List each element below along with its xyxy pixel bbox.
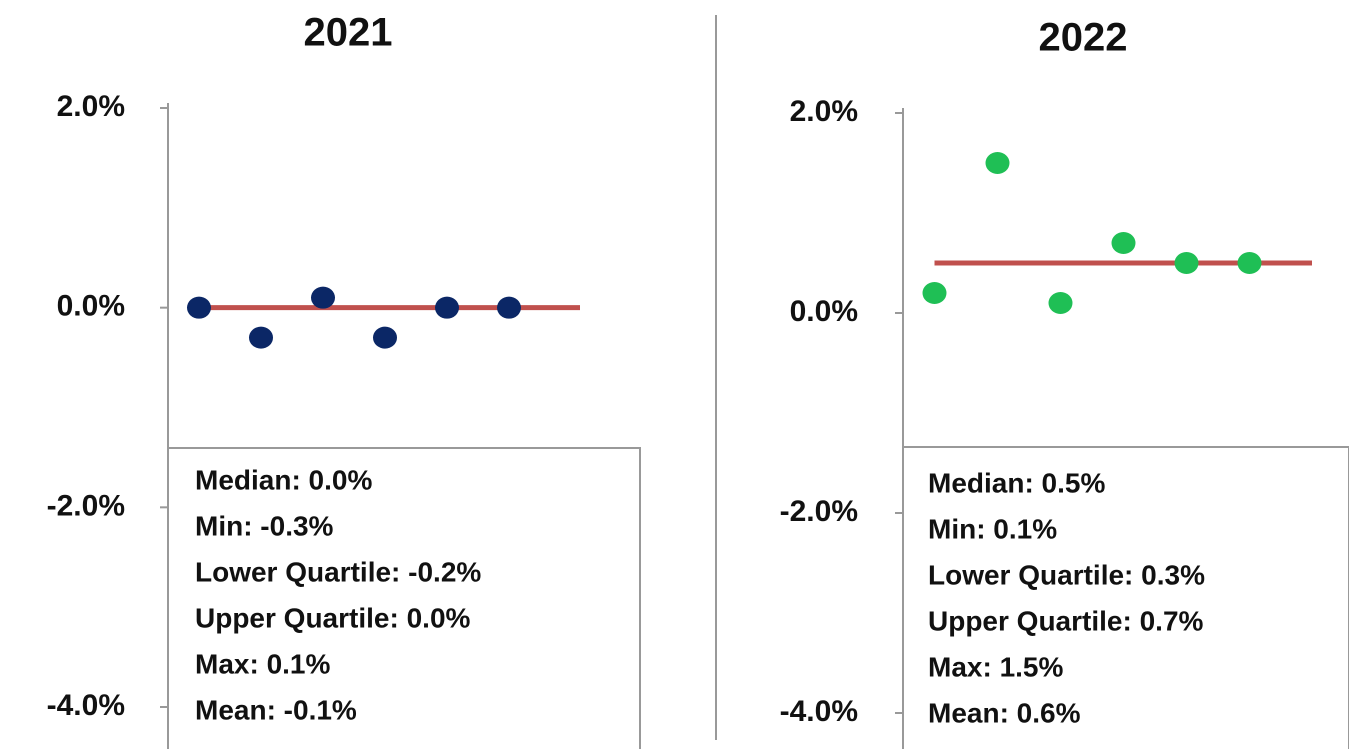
stats-box bbox=[167, 447, 641, 749]
stat-label: Mean: -0.1% bbox=[195, 694, 357, 725]
stat-label: Upper Quartile: 0.0% bbox=[195, 602, 471, 633]
dot bbox=[922, 282, 947, 304]
stat-label: Max: 1.5% bbox=[928, 651, 1063, 682]
dot bbox=[985, 152, 1010, 174]
chart-title: 2022 bbox=[1039, 16, 1128, 60]
stat-label: Min: -0.3% bbox=[195, 510, 334, 541]
stat-label: Median: 0.0% bbox=[195, 464, 372, 495]
chart-title: 2021 bbox=[304, 11, 393, 55]
y-tick-label: -2.0% bbox=[780, 495, 858, 528]
y-tick-label: -2.0% bbox=[47, 489, 125, 522]
stat-label: Max: 0.1% bbox=[195, 648, 330, 679]
stat-label: Lower Quartile: 0.3% bbox=[928, 559, 1205, 590]
dot bbox=[1111, 232, 1136, 254]
dot bbox=[187, 296, 211, 319]
y-tick-label: 0.0% bbox=[57, 290, 125, 323]
stat-label: Min: 0.1% bbox=[928, 513, 1057, 544]
dot bbox=[497, 296, 521, 319]
dot bbox=[1174, 252, 1199, 274]
dot bbox=[249, 326, 273, 349]
dot bbox=[311, 286, 335, 309]
stat-label: Lower Quartile: -0.2% bbox=[195, 556, 481, 587]
dot bbox=[1237, 252, 1262, 274]
y-tick-label: 0.0% bbox=[790, 295, 858, 328]
stat-label: Mean: 0.6% bbox=[928, 697, 1081, 728]
stat-label: Median: 0.5% bbox=[928, 467, 1105, 498]
stats-box bbox=[902, 446, 1349, 749]
y-tick-label: 2.0% bbox=[790, 95, 858, 128]
y-tick-label: -4.0% bbox=[780, 695, 858, 728]
dot bbox=[373, 326, 397, 349]
stat-label: Upper Quartile: 0.7% bbox=[928, 605, 1204, 636]
dot bbox=[435, 296, 459, 319]
y-tick-label: -4.0% bbox=[47, 689, 125, 722]
dot bbox=[1048, 292, 1073, 314]
y-tick-label: 2.0% bbox=[57, 90, 125, 123]
